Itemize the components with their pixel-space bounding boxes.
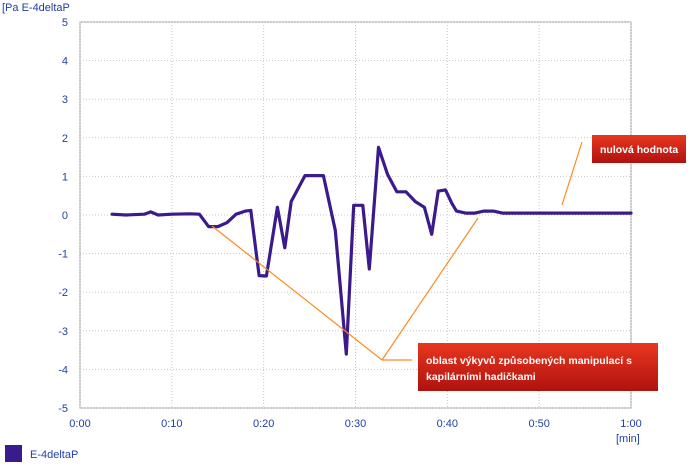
legend-swatch	[5, 445, 22, 462]
x-tick-label: 0:00	[69, 418, 90, 430]
x-tick-label: 0:50	[528, 418, 549, 430]
legend: E-4deltaP	[5, 445, 78, 462]
x-tick-label: 1:00	[620, 418, 641, 430]
x-tick-label: 0:40	[437, 418, 458, 430]
callout-fluctuation-line1: oblast výkyvů způsobených manipulací s	[426, 355, 632, 367]
callout-fluctuation-box	[418, 343, 658, 391]
y-tick-label: -4	[58, 364, 68, 376]
y-tick-label: 3	[62, 94, 68, 106]
x-tick-label: 0:20	[253, 418, 274, 430]
y-tick-label: -1	[58, 249, 68, 261]
x-axis-unit: [min]	[616, 433, 640, 445]
callout-fluctuation: oblast výkyvů způsobených manipulací s k…	[418, 343, 658, 391]
y-tick-label: 1	[62, 171, 68, 183]
y-axis-ticks: 5 4 3 2 1 0 -1 -2 -3 -4 -5	[58, 17, 68, 415]
leader-fluctuation-right	[381, 217, 479, 361]
x-tick-label: 0:30	[345, 418, 366, 430]
series-layer	[110, 145, 633, 356]
leader-zero-value	[561, 141, 583, 206]
legend-label: E-4deltaP	[30, 449, 78, 461]
callout-fluctuation-line2: kapilárními hadičkami	[426, 371, 536, 383]
y-axis-title: [Pa E-4deltaP	[2, 2, 70, 14]
y-tick-label: -5	[58, 403, 68, 415]
y-tick-label: 2	[62, 133, 68, 145]
leader-fluctuation-left	[211, 225, 383, 361]
y-tick-label: 4	[62, 56, 68, 68]
callout-zero-value: nulová hodnota	[592, 135, 686, 163]
x-axis-ticks: 0:00 0:10 0:20 0:30 0:40 0:50 1:00	[69, 418, 641, 430]
y-tick-label: -3	[58, 326, 68, 338]
x-tick-label: 0:10	[161, 418, 182, 430]
series-line-e-4deltap	[110, 145, 633, 356]
y-tick-label: -2	[58, 287, 68, 299]
callout-zero-text: nulová hodnota	[600, 144, 678, 156]
callout-zero-box	[592, 135, 686, 163]
y-tick-label: 0	[62, 210, 68, 222]
y-tick-label: 5	[62, 17, 68, 29]
callout-leaders	[211, 141, 583, 361]
